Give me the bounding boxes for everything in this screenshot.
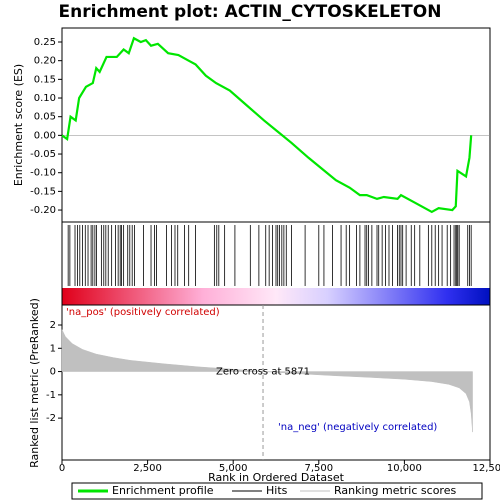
y-tick-label: 0.15 — [34, 74, 56, 85]
es-curve — [61, 36, 473, 214]
x-tick-label: 10,000 — [387, 463, 422, 474]
pos-label: 'na_pos' (positively correlated) — [66, 307, 220, 318]
y-tick-label: -0.10 — [30, 168, 56, 179]
es-frame — [61, 27, 491, 223]
chart-title: Enrichment plot: ACTIN_CYTOSKELETON — [59, 2, 442, 22]
legend-label: Ranking metric scores — [334, 484, 456, 497]
x-tick-label: 0 — [59, 463, 65, 474]
y-tick-label: 0.05 — [34, 112, 56, 123]
neg-label: 'na_neg' (negatively correlated) — [278, 422, 437, 433]
y-tick-label: 0.25 — [34, 37, 56, 48]
y-tick-label: -2 — [46, 413, 56, 424]
y-tick-label: 0 — [50, 367, 56, 378]
x-tick-label: 5,000 — [219, 463, 248, 474]
y-tick-label: 0.20 — [34, 56, 56, 67]
legend — [71, 482, 483, 500]
y-tick-label: 1 — [50, 343, 56, 354]
x-tick-label: 7,500 — [304, 463, 333, 474]
legend-label: Hits — [266, 484, 288, 497]
y-tick-label: -0.20 — [30, 205, 56, 216]
color-bar — [62, 288, 490, 305]
es-axis-label: Enrichment score (ES) — [12, 64, 25, 186]
y-tick-label: -0.05 — [30, 149, 56, 160]
y-tick-label: -1 — [46, 390, 56, 401]
zero-cross-label: Zero cross at 5871 — [216, 367, 310, 378]
y-tick-label: 0.00 — [34, 130, 56, 141]
metric-frame — [61, 304, 491, 461]
x-tick-label: 2,500 — [133, 463, 162, 474]
metric-area — [61, 329, 473, 433]
legend-label: Enrichment profile — [112, 484, 214, 497]
y-tick-label: -0.15 — [30, 186, 56, 197]
x-axis-label: Rank in Ordered Dataset — [208, 471, 345, 484]
metric-axis-label: Ranked list metric (PreRanked) — [28, 298, 41, 468]
x-tick-label: 12,500 — [473, 463, 500, 474]
y-tick-label: 0.10 — [34, 93, 56, 104]
y-tick-label: 2 — [50, 320, 56, 331]
